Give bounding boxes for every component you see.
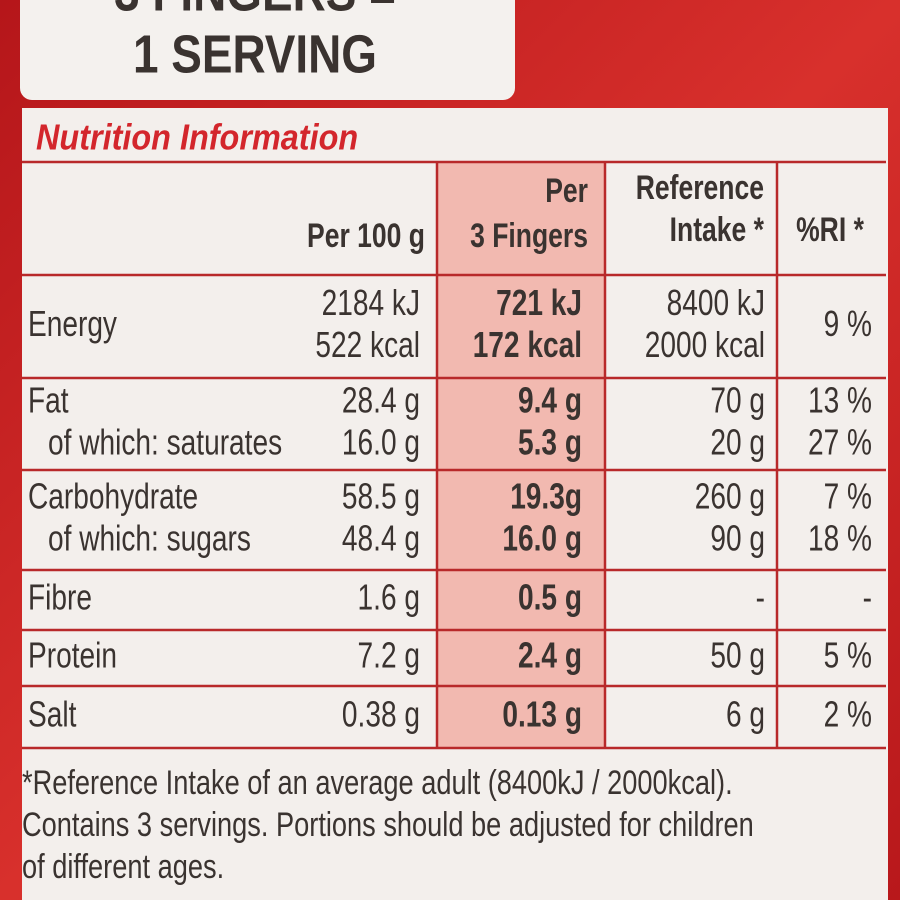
cell: 8400 kJ	[667, 282, 765, 323]
cell: Carbohydrate	[28, 476, 198, 517]
cell: 7 %	[824, 476, 872, 517]
cell: 7.2 g	[358, 635, 420, 676]
cell: 2184 kJ	[322, 282, 420, 323]
cell: 48.4 g	[342, 518, 420, 559]
serving-line: 1 SERVING	[133, 24, 377, 84]
cell: 5 %	[824, 635, 872, 676]
serving-line: 3 FINGERS =	[114, 0, 396, 22]
cell: 20 g	[710, 422, 765, 463]
column-header: Reference	[636, 169, 764, 207]
column-header: Per 100 g	[307, 217, 425, 255]
cell: Fibre	[28, 577, 92, 618]
cell: Energy	[28, 303, 117, 344]
cell: 27 %	[808, 422, 872, 463]
cell: 172 kcal	[473, 324, 582, 365]
cell: 0.5 g	[518, 577, 582, 618]
cell: 70 g	[710, 380, 765, 421]
cell: 260 g	[695, 476, 765, 517]
cell: Salt	[28, 694, 76, 735]
cell: of which: saturates	[48, 422, 282, 463]
cell: 5.3 g	[518, 422, 582, 463]
table-lines	[22, 160, 886, 750]
column-header: %RI *	[796, 211, 864, 249]
cell: 9.4 g	[518, 380, 582, 421]
cell: Protein	[28, 635, 117, 676]
column-header: 3 Fingers	[470, 217, 588, 255]
cell: 58.5 g	[342, 476, 420, 517]
cell: 2 %	[824, 694, 872, 735]
column-header: Per	[545, 172, 588, 210]
cell: 18 %	[808, 518, 872, 559]
column-header: Intake *	[670, 211, 765, 249]
cell: -	[756, 577, 765, 618]
cell: 1.6 g	[358, 577, 420, 618]
cell: -	[863, 577, 872, 618]
cell: 721 kJ	[496, 282, 582, 323]
title: Nutrition Information	[36, 117, 358, 158]
cell: of which: sugars	[48, 518, 251, 559]
cell: 16.0 g	[342, 422, 420, 463]
footnote: Contains 3 servings. Portions should be …	[22, 806, 754, 844]
cell: 13 %	[808, 380, 872, 421]
cell: 2000 kcal	[645, 324, 765, 365]
cell: 19.3g	[510, 476, 582, 517]
cell: 9 %	[824, 303, 872, 344]
footnote: of different ages.	[22, 848, 224, 886]
cell: 50 g	[710, 635, 765, 676]
cell: 0.13 g	[502, 694, 582, 735]
cell: 6 g	[726, 694, 765, 735]
cell: Fat	[28, 380, 69, 421]
cell: 2.4 g	[518, 635, 582, 676]
serving-box	[20, 0, 515, 100]
serving-column	[437, 162, 605, 748]
cell: 16.0 g	[502, 518, 582, 559]
cell: 28.4 g	[342, 380, 420, 421]
cell: 522 kcal	[315, 324, 420, 365]
footnote: *Reference Intake of an average adult (8…	[22, 764, 733, 802]
cell: 90 g	[710, 518, 765, 559]
cell: 0.38 g	[342, 694, 420, 735]
